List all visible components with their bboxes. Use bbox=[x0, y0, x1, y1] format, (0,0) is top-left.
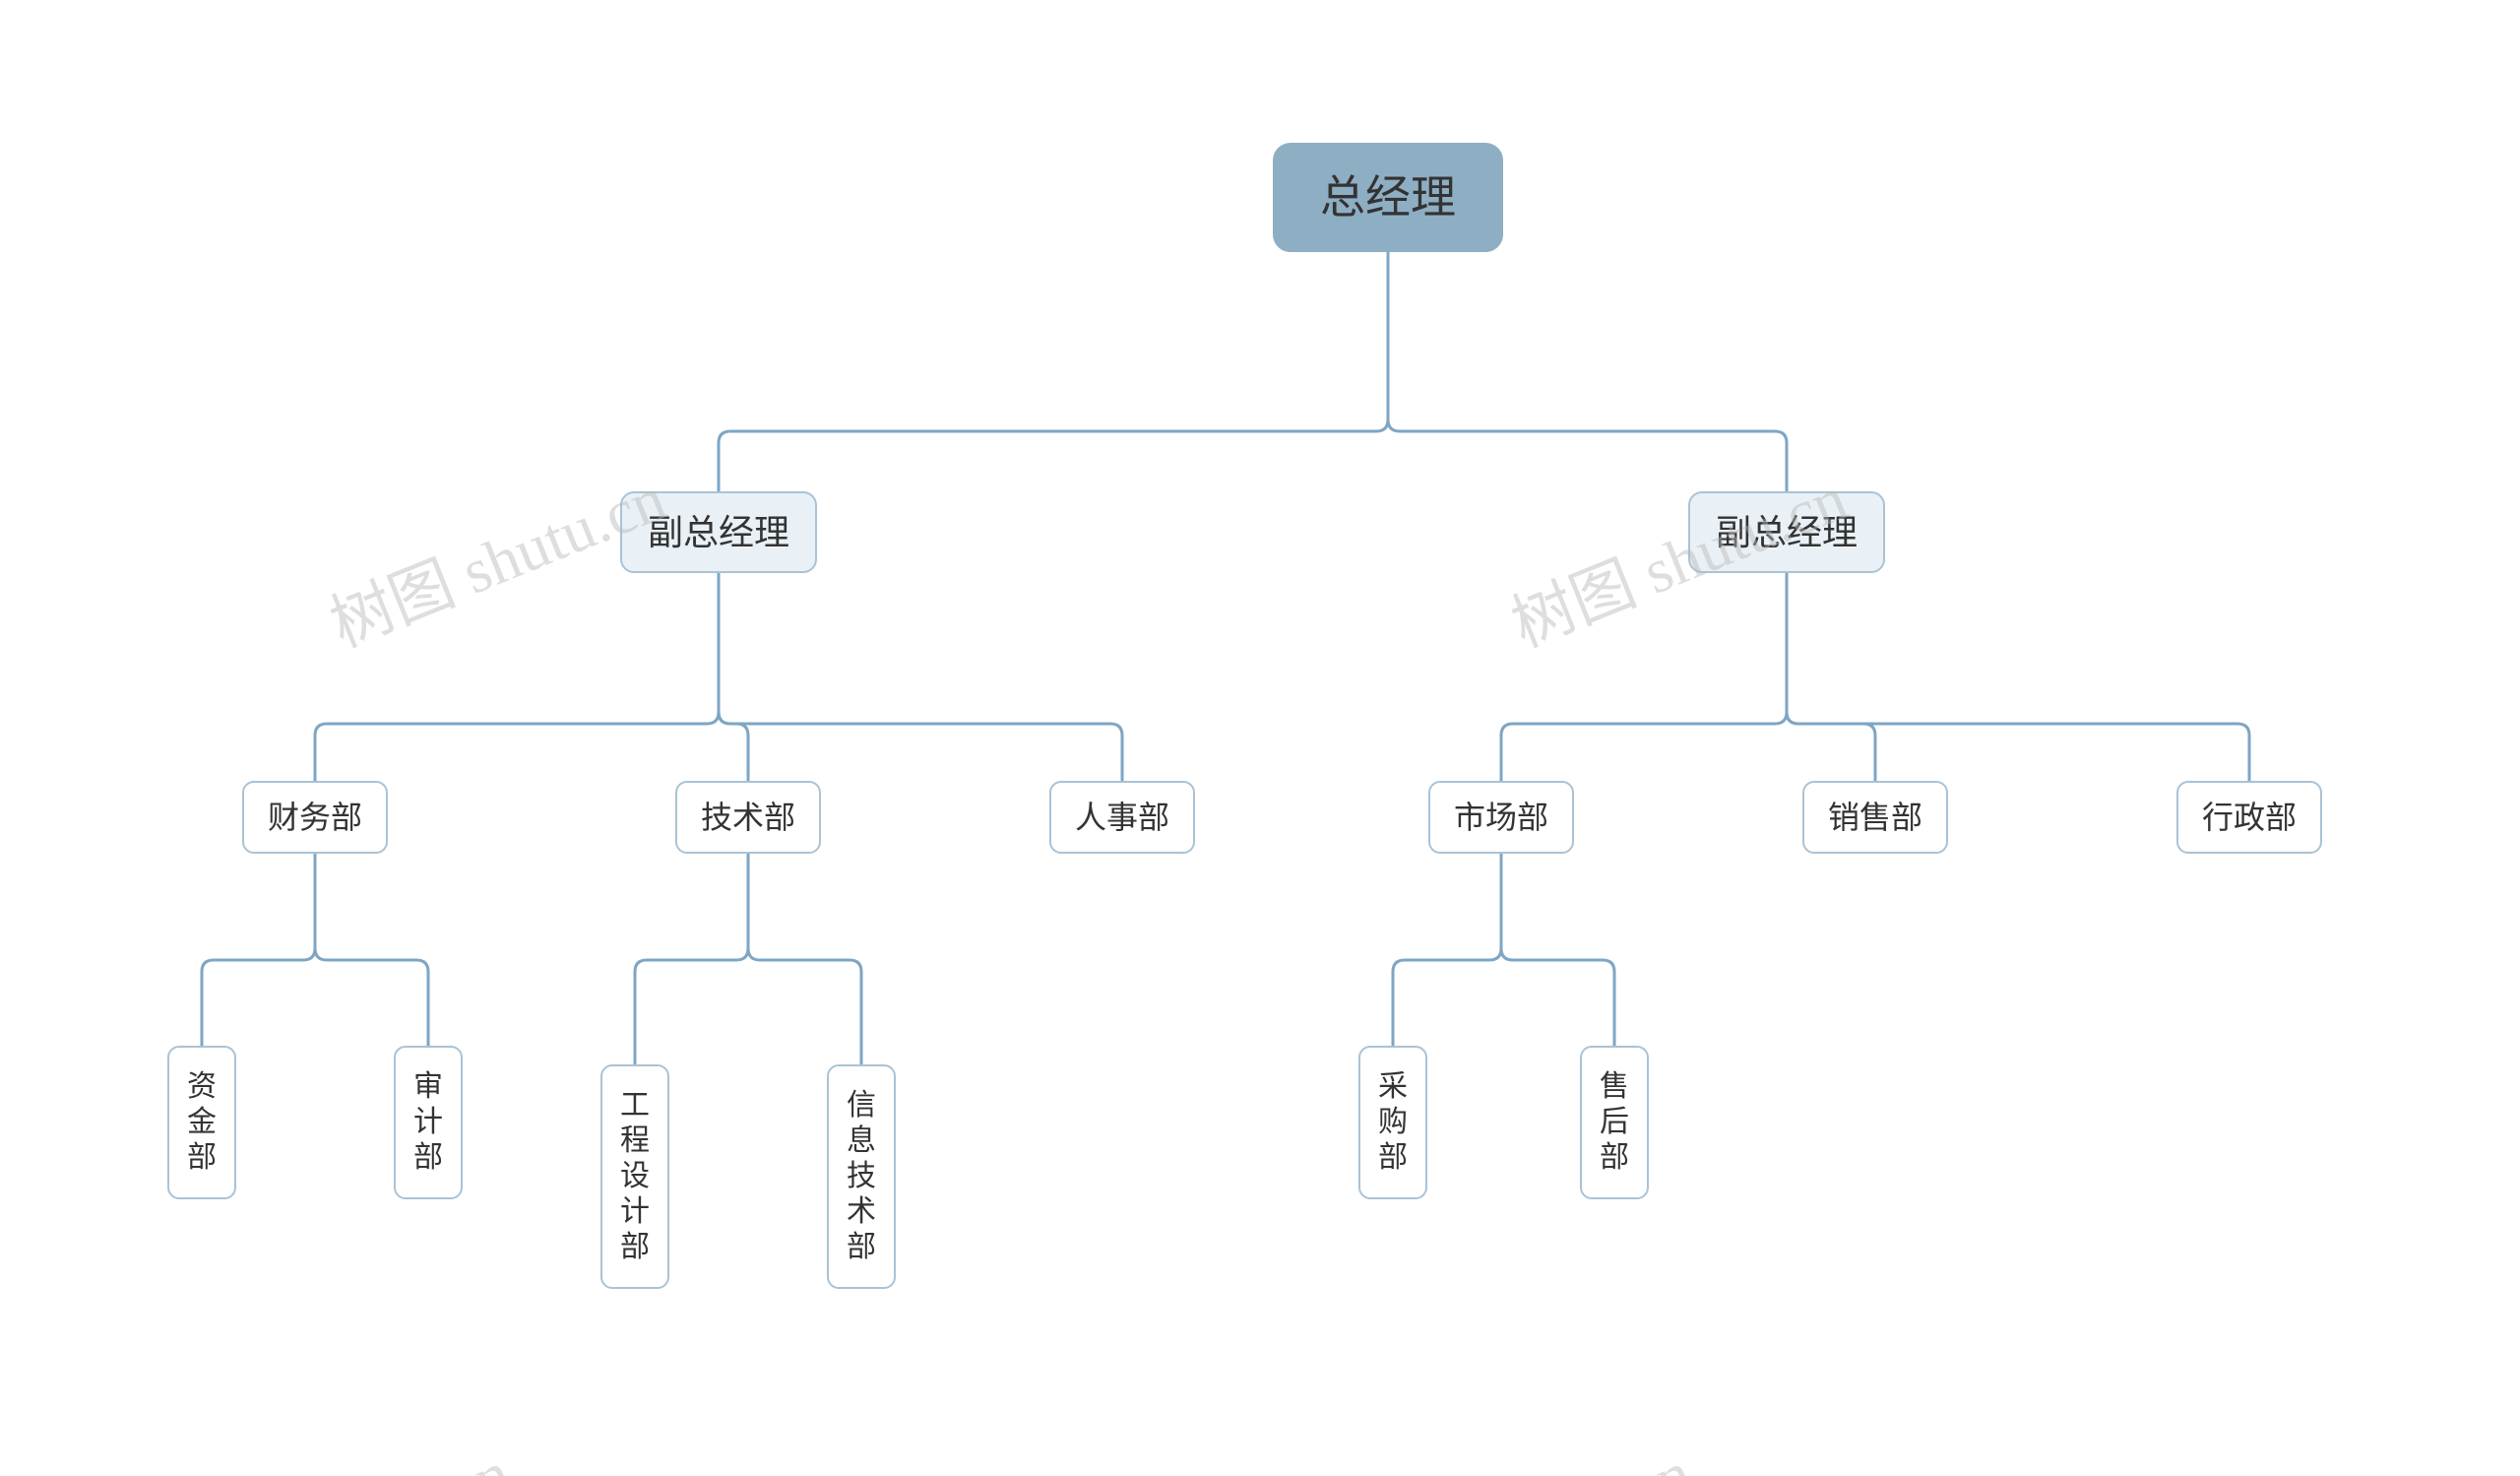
edge-dgm-a-fin bbox=[315, 573, 719, 782]
org-node-fin: 财务部 bbox=[242, 781, 388, 854]
org-node-dgm-b: 副总经理 bbox=[1688, 491, 1885, 573]
edge-mkt-proc bbox=[1393, 854, 1501, 1046]
edge-tech-eng bbox=[635, 854, 748, 1064]
org-node-mkt: 市场部 bbox=[1428, 781, 1574, 854]
edge-dgm-b-mkt bbox=[1501, 573, 1787, 782]
org-node-audit: 审 计 部 bbox=[394, 1046, 463, 1199]
edge-fin-fund bbox=[202, 854, 315, 1046]
org-node-proc: 采 购 部 bbox=[1358, 1046, 1427, 1199]
org-node-it: 信 息 技 术 部 bbox=[827, 1064, 896, 1289]
org-node-eng: 工 程 设 计 部 bbox=[600, 1064, 669, 1289]
org-node-admin: 行政部 bbox=[2176, 781, 2322, 854]
org-chart-canvas: 总经理副总经理 副总经理财务部 技术部 人事部 市场部 销售部 行政部资 金 部 审 计 部 工… bbox=[0, 0, 2520, 1476]
edge-gm-dgm-a bbox=[719, 252, 1388, 491]
org-node-fund: 资 金 部 bbox=[167, 1046, 236, 1199]
org-node-dgm-a: 副总经理 bbox=[620, 491, 817, 573]
edge-fin-audit bbox=[315, 854, 428, 1046]
edge-dgm-a-tech bbox=[719, 573, 748, 782]
edge-dgm-b-admin bbox=[1787, 573, 2249, 782]
watermark-3: u.cn bbox=[1575, 1437, 1701, 1476]
edge-gm-dgm-b bbox=[1388, 252, 1787, 491]
watermark-2: u.cn bbox=[394, 1437, 520, 1476]
edge-dgm-a-hr bbox=[719, 573, 1122, 782]
org-node-gm: 总经理 bbox=[1273, 143, 1503, 252]
edge-mkt-after bbox=[1501, 854, 1614, 1046]
edge-dgm-b-sales bbox=[1787, 573, 1875, 782]
org-node-sales: 销售部 bbox=[1802, 781, 1948, 854]
connector-layer bbox=[0, 0, 2520, 1476]
org-node-tech: 技术部 bbox=[675, 781, 821, 854]
edge-tech-it bbox=[748, 854, 861, 1064]
org-node-after: 售 后 部 bbox=[1580, 1046, 1649, 1199]
org-node-hr: 人事部 bbox=[1049, 781, 1195, 854]
